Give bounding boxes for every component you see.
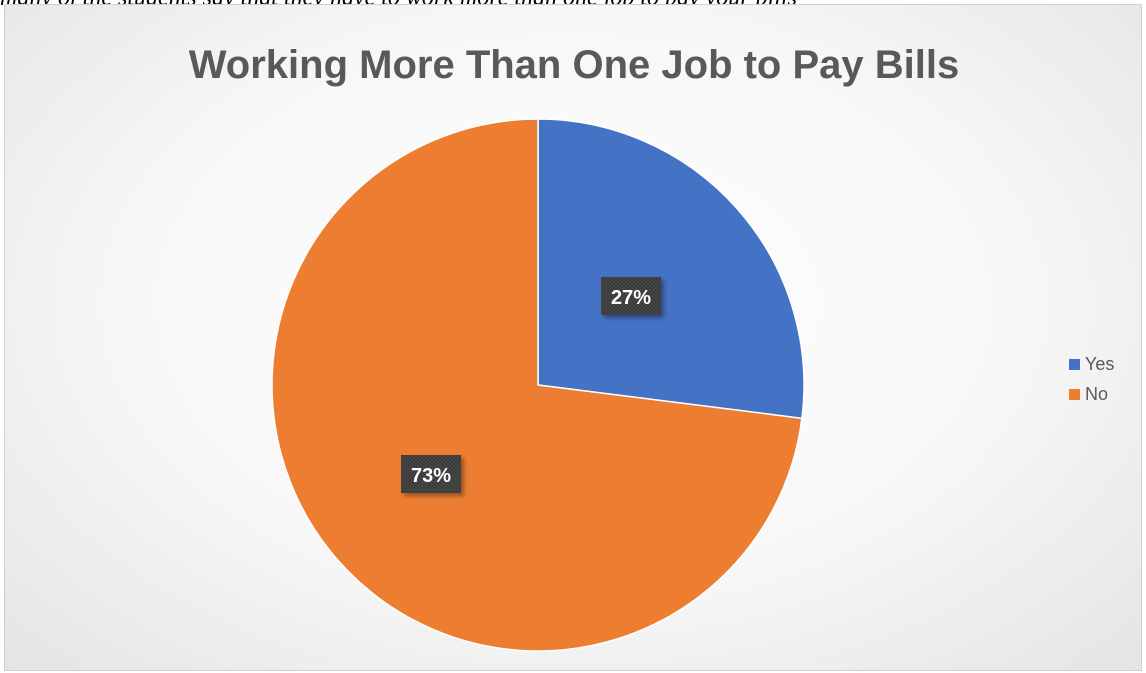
data-label-text: 27% bbox=[611, 287, 651, 309]
data-label-box bbox=[601, 277, 661, 315]
legend-item-yes: Yes bbox=[1069, 349, 1114, 379]
pie-chart: 27% 73% bbox=[271, 118, 805, 652]
pie-slice-no bbox=[271, 118, 803, 652]
chart-legend: Yes No bbox=[1069, 349, 1114, 409]
data-label-box bbox=[401, 455, 461, 493]
legend-label-no: No bbox=[1085, 383, 1109, 404]
legend-swatch-no bbox=[1069, 388, 1080, 400]
legend-label-yes: Yes bbox=[1085, 353, 1115, 374]
legend-swatch-yes bbox=[1069, 358, 1080, 370]
pie-slice-yes bbox=[537, 118, 805, 420]
data-label-yes: 27% bbox=[601, 277, 661, 315]
data-label-no: 73% bbox=[401, 455, 461, 493]
chart-area: Working More Than One Job to Pay Bills 2… bbox=[4, 4, 1142, 671]
data-label-text: 73% bbox=[411, 465, 451, 487]
chart-title: Working More Than One Job to Pay Bills bbox=[188, 43, 960, 87]
legend-item-no: No bbox=[1069, 379, 1114, 409]
